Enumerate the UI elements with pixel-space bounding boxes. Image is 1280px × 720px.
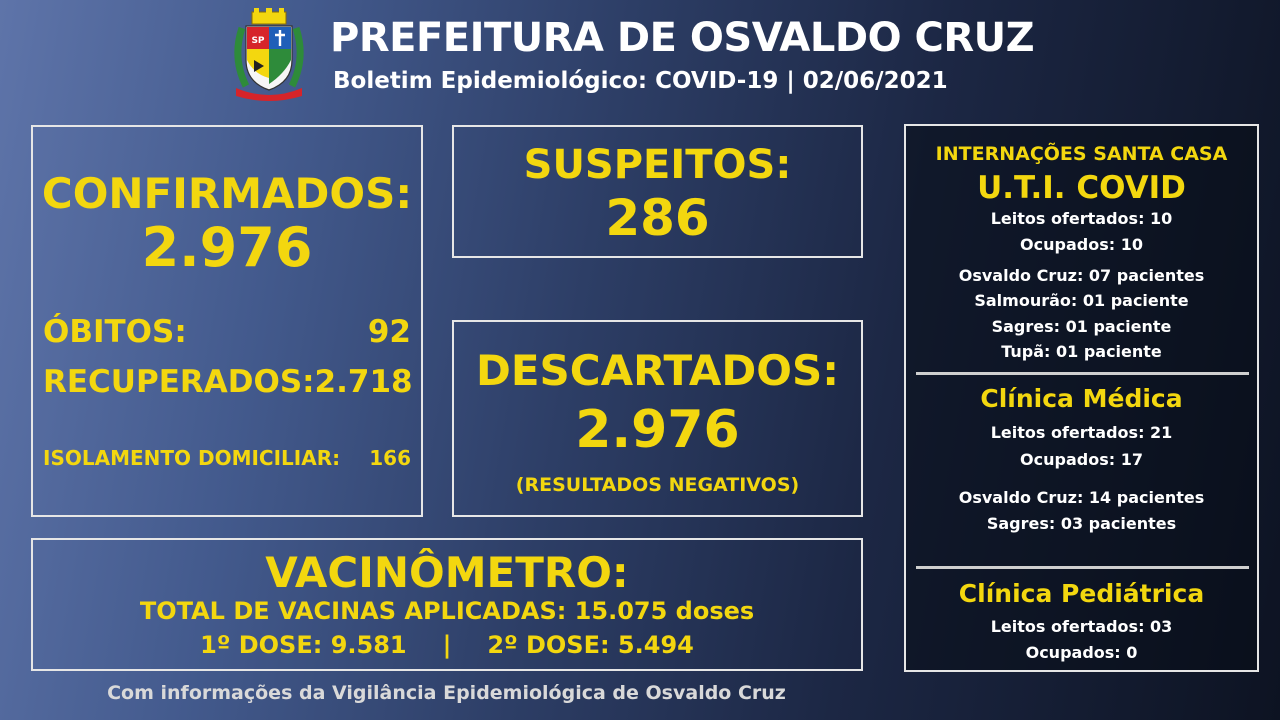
pediatric-clinic-beds: Leitos ofertados: 03: [990, 617, 1173, 636]
section-divider: [916, 566, 1249, 569]
icu-occupied: Ocupados: 10: [1020, 235, 1143, 254]
recovered-row: RECUPERADOS: 2.718: [43, 363, 413, 401]
vaccine-total: TOTAL DE VACINAS APLICADAS: 15.075 doses: [139, 597, 755, 625]
medical-clinic-label: Clínica Médica: [980, 384, 1183, 413]
discarded-card: DESCARTADOS: 2.976 (RESULTADOS NEGATIVOS…: [452, 320, 863, 517]
coat-of-arms-logo: SP: [234, 8, 304, 101]
svg-text:SP: SP: [251, 36, 264, 46]
dose2-text: 2º DOSE: 5.494: [487, 631, 694, 659]
dose1-text: 1º DOSE: 9.581: [200, 631, 407, 659]
page-subtitle: Boletim Epidemiológico: COVID-19 | 02/06…: [333, 68, 948, 94]
vaccine-label: VACINÔMETRO:: [265, 548, 629, 597]
deaths-row: ÓBITOS: 92: [43, 313, 411, 351]
home-isolation-row: ISOLAMENTO DOMICILIAR: 166: [43, 445, 411, 471]
suspected-card: SUSPEITOS: 286: [452, 125, 863, 258]
confirmed-value: 2.976: [141, 216, 313, 279]
confirmed-label: CONFIRMADOS:: [41, 169, 413, 218]
discarded-value: 2.976: [575, 400, 740, 460]
suspected-label: SUSPEITOS:: [523, 142, 792, 188]
icu-patient-item: Sagres: 01 paciente: [991, 317, 1172, 336]
deaths-value: 92: [367, 314, 411, 350]
section-divider: [916, 372, 1249, 375]
dose-separator: |: [442, 631, 452, 659]
home-isolation-label: ISOLAMENTO DOMICILIAR:: [43, 446, 341, 470]
confirmed-card: CONFIRMADOS: 2.976 ÓBITOS: 92 RECUPERADO…: [31, 125, 423, 517]
icu-patient-item: Osvaldo Cruz: 07 pacientes: [958, 266, 1205, 285]
vaccine-doses: 1º DOSE: 9.581 | 2º DOSE: 5.494: [33, 630, 861, 660]
page-title: PREFEITURA DE OSVALDO CRUZ: [330, 15, 1035, 61]
home-isolation-value: 166: [369, 446, 411, 470]
pediatric-clinic-label: Clínica Pediátrica: [958, 579, 1205, 608]
discarded-note: (RESULTADOS NEGATIVOS): [515, 474, 800, 496]
medical-clinic-occupied: Ocupados: 17: [1020, 450, 1143, 469]
discarded-label: DESCARTADOS:: [475, 346, 840, 395]
pediatric-clinic-occupied: Ocupados: 0: [1025, 643, 1138, 662]
recovered-label: RECUPERADOS:: [43, 364, 315, 400]
deaths-label: ÓBITOS:: [43, 314, 187, 350]
hospitalizations-title: INTERNAÇÕES SANTA CASA: [935, 143, 1228, 165]
icu-label: U.T.I. COVID: [977, 170, 1186, 206]
icu-patient-item: Tupã: 01 paciente: [1001, 342, 1162, 361]
suspected-value: 286: [605, 189, 710, 247]
vaccine-card: VACINÔMETRO: TOTAL DE VACINAS APLICADAS:…: [31, 538, 863, 671]
medical-clinic-patient-item: Sagres: 03 pacientes: [986, 514, 1177, 533]
medical-clinic-patient-item: Osvaldo Cruz: 14 pacientes: [958, 488, 1205, 507]
medical-clinic-beds: Leitos ofertados: 21: [990, 423, 1173, 442]
source-footer: Com informações da Vigilância Epidemioló…: [107, 682, 786, 704]
icu-patient-item: Salmourão: 01 paciente: [974, 291, 1189, 310]
icu-beds: Leitos ofertados: 10: [990, 209, 1173, 228]
hospitalizations-card: INTERNAÇÕES SANTA CASA U.T.I. COVID Leit…: [904, 124, 1259, 672]
recovered-value: 2.718: [314, 364, 413, 400]
